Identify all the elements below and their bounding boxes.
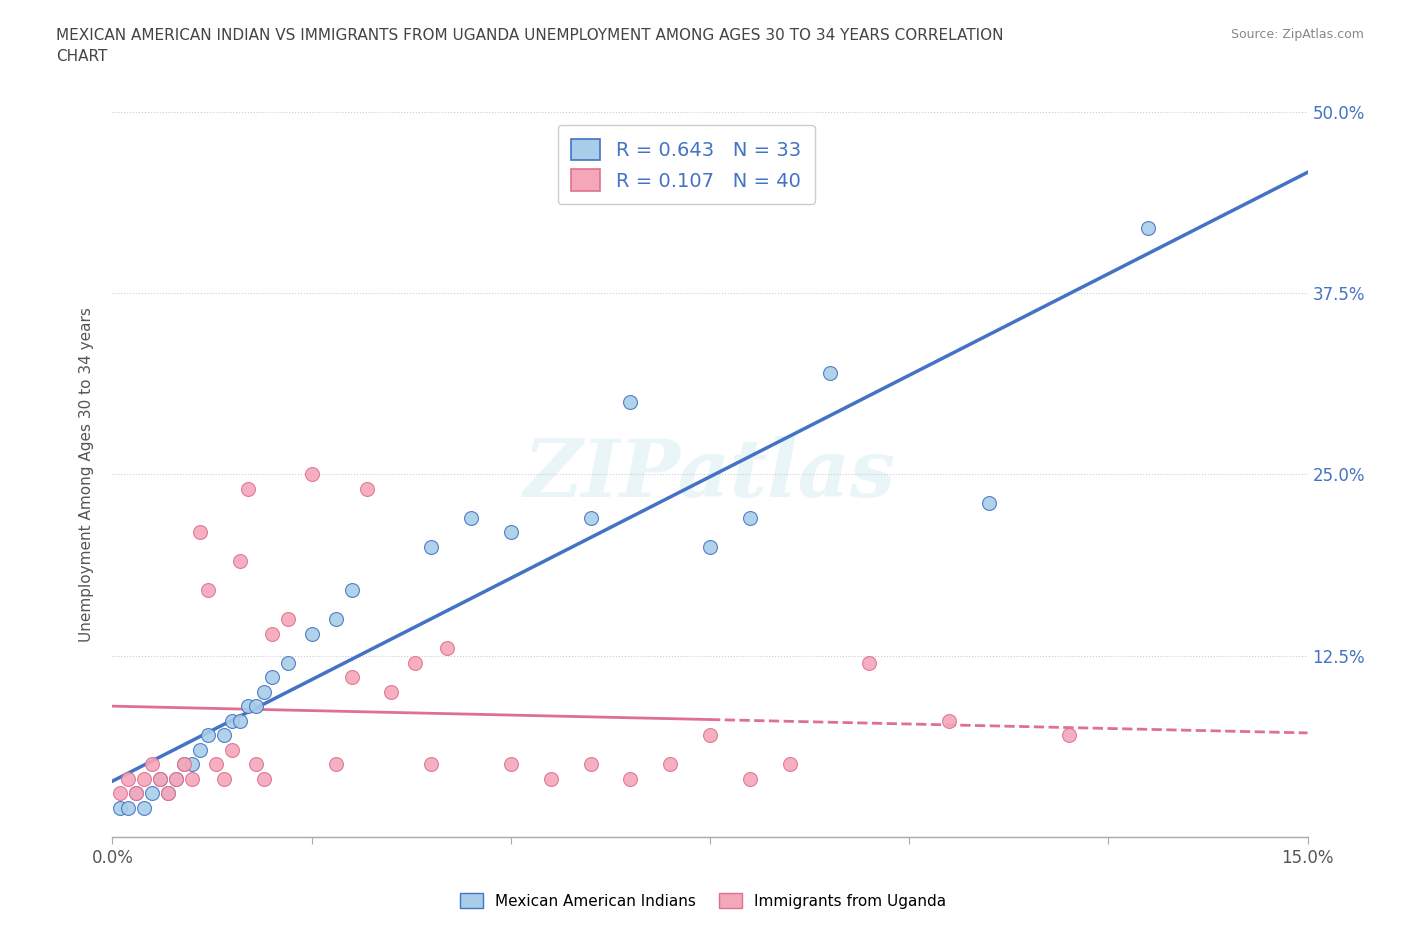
Point bbox=[1137, 220, 1160, 235]
Point bbox=[110, 801, 132, 816]
Point bbox=[236, 699, 259, 714]
Point bbox=[340, 670, 363, 684]
Point bbox=[818, 365, 841, 380]
Point bbox=[858, 656, 880, 671]
Point bbox=[404, 656, 426, 671]
Point bbox=[938, 713, 960, 728]
Point bbox=[356, 482, 378, 497]
Point bbox=[277, 656, 299, 671]
Point bbox=[301, 467, 323, 482]
Point bbox=[977, 496, 1000, 511]
Point bbox=[659, 757, 682, 772]
Point bbox=[499, 525, 522, 539]
Point bbox=[188, 525, 211, 539]
Y-axis label: Unemployment Among Ages 30 to 34 years: Unemployment Among Ages 30 to 34 years bbox=[79, 307, 94, 642]
Point bbox=[1057, 728, 1080, 743]
Point bbox=[157, 786, 180, 801]
Point bbox=[134, 801, 156, 816]
Point bbox=[110, 786, 132, 801]
Point bbox=[165, 772, 187, 787]
Point bbox=[699, 539, 721, 554]
Point bbox=[188, 742, 211, 757]
Point bbox=[499, 757, 522, 772]
Point bbox=[277, 612, 299, 627]
Point bbox=[420, 539, 443, 554]
Point bbox=[212, 772, 235, 787]
Point bbox=[301, 627, 323, 642]
Point bbox=[173, 757, 195, 772]
Point bbox=[260, 627, 283, 642]
Text: Source: ZipAtlas.com: Source: ZipAtlas.com bbox=[1230, 28, 1364, 41]
Point bbox=[229, 713, 252, 728]
Point bbox=[197, 583, 219, 598]
Point bbox=[212, 728, 235, 743]
Point bbox=[460, 511, 482, 525]
Point bbox=[221, 742, 243, 757]
Point bbox=[181, 757, 204, 772]
Point bbox=[340, 583, 363, 598]
Point bbox=[325, 612, 347, 627]
Point bbox=[236, 482, 259, 497]
Point bbox=[436, 641, 458, 656]
Point bbox=[540, 772, 562, 787]
Point bbox=[699, 728, 721, 743]
Legend: Mexican American Indians, Immigrants from Uganda: Mexican American Indians, Immigrants fro… bbox=[451, 884, 955, 918]
Point bbox=[245, 699, 267, 714]
Point bbox=[125, 786, 148, 801]
Point bbox=[181, 772, 204, 787]
Point bbox=[134, 772, 156, 787]
Point bbox=[738, 772, 761, 787]
Point bbox=[197, 728, 219, 743]
Point bbox=[173, 757, 195, 772]
Point bbox=[157, 786, 180, 801]
Point bbox=[245, 757, 267, 772]
Point bbox=[117, 801, 139, 816]
Point bbox=[229, 554, 252, 569]
Text: MEXICAN AMERICAN INDIAN VS IMMIGRANTS FROM UGANDA UNEMPLOYMENT AMONG AGES 30 TO : MEXICAN AMERICAN INDIAN VS IMMIGRANTS FR… bbox=[56, 28, 1004, 64]
Point bbox=[380, 684, 402, 699]
Point bbox=[779, 757, 801, 772]
Point bbox=[738, 511, 761, 525]
Point bbox=[253, 772, 276, 787]
Point bbox=[165, 772, 187, 787]
Point bbox=[149, 772, 172, 787]
Point bbox=[325, 757, 347, 772]
Point bbox=[253, 684, 276, 699]
Point bbox=[619, 394, 641, 409]
Point bbox=[579, 511, 602, 525]
Point bbox=[260, 670, 283, 684]
Text: ZIPatlas: ZIPatlas bbox=[524, 435, 896, 513]
Point bbox=[221, 713, 243, 728]
Point bbox=[420, 757, 443, 772]
Point bbox=[125, 786, 148, 801]
Legend: R = 0.643   N = 33, R = 0.107   N = 40: R = 0.643 N = 33, R = 0.107 N = 40 bbox=[558, 125, 814, 205]
Point bbox=[205, 757, 228, 772]
Point bbox=[117, 772, 139, 787]
Point bbox=[579, 757, 602, 772]
Point bbox=[141, 786, 163, 801]
Point bbox=[149, 772, 172, 787]
Point bbox=[619, 772, 641, 787]
Point bbox=[141, 757, 163, 772]
